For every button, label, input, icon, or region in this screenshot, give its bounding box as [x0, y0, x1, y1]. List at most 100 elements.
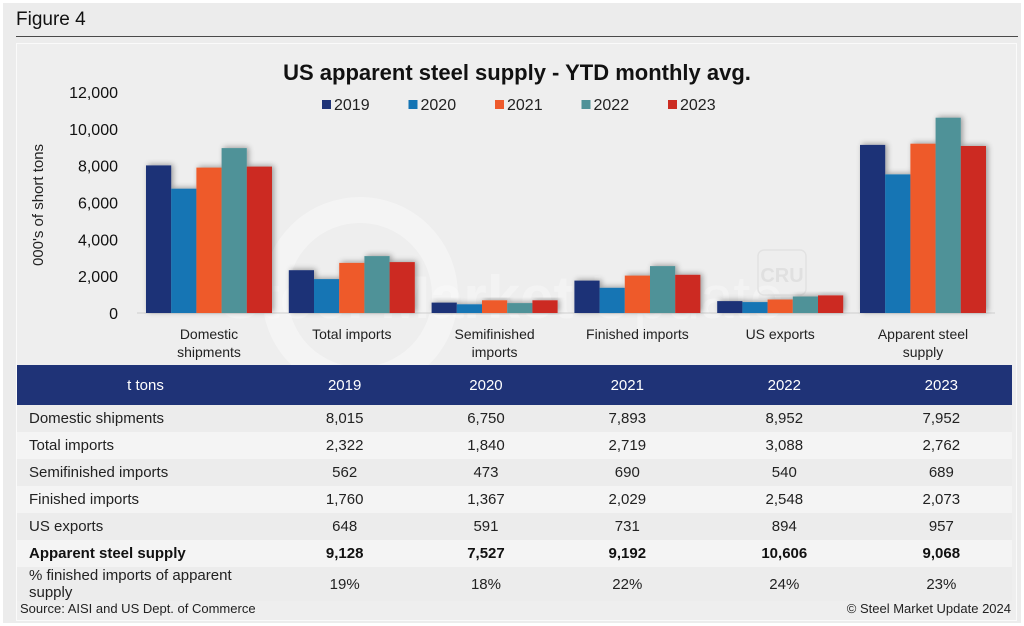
cell-value: 1,840 — [415, 432, 557, 459]
cell-value: 2,073 — [870, 486, 1012, 513]
bar-2021 — [196, 167, 222, 313]
bar-2020 — [314, 279, 340, 313]
x-category-label: shipments — [177, 344, 241, 360]
table-row: Apparent steel supply 9,128 7,527 9,192 10,6… — [17, 540, 1012, 567]
row-label: Finished imports — [17, 486, 274, 513]
row-label: % finished imports of apparent supply — [17, 567, 274, 601]
cell-value: 9,192 — [556, 540, 698, 567]
bar-2020 — [456, 304, 482, 313]
bar-2023 — [818, 295, 844, 313]
bar-2022 — [507, 303, 533, 313]
source-note: Source: AISI and US Dept. of Commerce — [20, 601, 256, 616]
bar-2019 — [574, 280, 600, 313]
cell-value: 473 — [415, 459, 557, 486]
bar-2020 — [885, 174, 911, 313]
bar-2023 — [675, 274, 701, 313]
bar-2022 — [650, 266, 676, 313]
cell-value: 731 — [556, 513, 698, 540]
cell-value: 689 — [870, 459, 1012, 486]
x-category-label: supply — [903, 344, 943, 360]
cell-value: 2,719 — [556, 432, 698, 459]
bar-2021 — [624, 275, 650, 313]
cell-value: 8,952 — [697, 405, 871, 432]
bar-2023 — [960, 146, 986, 313]
x-category-label: Total imports — [312, 326, 391, 342]
table-row: Total imports 2,322 1,840 2,719 3,088 2,762 — [17, 432, 1012, 459]
cell-value: 23% — [870, 567, 1012, 601]
bar-2019 — [717, 301, 743, 313]
cru-badge-text: CRU — [760, 265, 803, 287]
y-axis-label: 000's of short tons — [30, 144, 47, 266]
bar-2021 — [910, 143, 936, 313]
cell-value: 957 — [870, 513, 1012, 540]
x-category-label: Finished imports — [586, 326, 689, 342]
table-header-row: t tons 2019 2020 2021 2022 2023 — [17, 365, 1012, 405]
bar-2022 — [935, 117, 961, 313]
table-row: % finished imports of apparent supply 19%… — [17, 567, 1012, 601]
cell-value: 19% — [274, 567, 416, 601]
cell-value: 2,029 — [556, 486, 698, 513]
bar-2020 — [742, 302, 768, 313]
cell-value: 648 — [274, 513, 416, 540]
table-row: Finished imports 1,760 1,367 2,029 2,548 2,07… — [17, 486, 1012, 513]
bar-group — [431, 300, 558, 313]
bar-group — [717, 295, 844, 313]
legend-swatch-icon — [322, 100, 331, 109]
bar-2021 — [482, 300, 508, 313]
bar-chart: Steel Market Update CRU US apparent stee… — [30, 60, 995, 360]
row-label: Apparent steel supply — [17, 540, 274, 567]
cell-value: 894 — [697, 513, 871, 540]
legend-swatch-icon — [495, 100, 504, 109]
bars — [146, 117, 986, 313]
bar-2022 — [792, 296, 818, 313]
y-tick-label: 0 — [109, 306, 118, 323]
y-tick-label: 4,000 — [78, 232, 118, 249]
y-tick-label: 12,000 — [69, 85, 118, 102]
bar-2022 — [364, 256, 390, 313]
copyright-note: © Steel Market Update 2024 — [846, 601, 1011, 616]
cell-value: 562 — [274, 459, 416, 486]
bar-2021 — [339, 262, 365, 313]
bar-2020 — [599, 287, 625, 313]
table-row: Semifinished imports 562 473 690 540 689 — [17, 459, 1012, 486]
bar-2021 — [767, 299, 793, 313]
cell-value: 22% — [556, 567, 698, 601]
cell-value: 9,128 — [274, 540, 416, 567]
table-header-units: t tons — [17, 365, 274, 405]
figure-label: Figure 4 — [16, 9, 86, 30]
bar-2019 — [431, 302, 457, 313]
bar-2023 — [389, 262, 415, 313]
legend: 2019 2020 2021 2022 2023 — [322, 97, 716, 114]
y-axis-ticks: 0 2,000 4,000 6,000 8,000 10,000 12,000 — [69, 85, 118, 323]
table-header-year: 2023 — [870, 365, 1012, 405]
table-header-year: 2021 — [556, 365, 698, 405]
row-label: Semifinished imports — [17, 459, 274, 486]
cell-value: 2,548 — [697, 486, 871, 513]
cell-value: 10,606 — [697, 540, 871, 567]
bar-group — [860, 117, 986, 313]
cell-value: 8,015 — [274, 405, 416, 432]
x-category-label: Semifinished — [455, 326, 535, 342]
table-header-year: 2022 — [697, 365, 871, 405]
y-tick-label: 8,000 — [78, 159, 118, 176]
cell-value: 18% — [415, 567, 557, 601]
chart-title: US apparent steel supply - YTD monthly a… — [283, 60, 751, 85]
x-category-label: US exports — [746, 326, 815, 342]
cell-value: 1,367 — [415, 486, 557, 513]
table-row: Domestic shipments 8,015 6,750 7,893 8,952 7,… — [17, 405, 1012, 432]
cell-value: 540 — [697, 459, 871, 486]
x-category-label: Apparent steel — [878, 326, 968, 342]
y-tick-label: 2,000 — [78, 269, 118, 286]
bar-2019 — [146, 165, 172, 313]
table-header-year: 2019 — [274, 365, 416, 405]
figure-divider — [16, 36, 1018, 37]
bar-2023 — [246, 166, 272, 313]
cell-value: 690 — [556, 459, 698, 486]
cell-value: 591 — [415, 513, 557, 540]
cell-value: 2,322 — [274, 432, 416, 459]
legend-label: 2023 — [680, 97, 716, 114]
legend-swatch-icon — [668, 100, 677, 109]
bar-2020 — [171, 188, 197, 313]
row-label: Domestic shipments — [17, 405, 274, 432]
cell-value: 7,527 — [415, 540, 557, 567]
